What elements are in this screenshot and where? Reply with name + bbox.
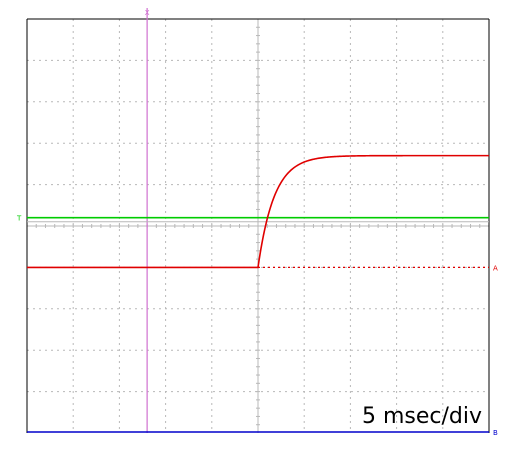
channel-b-label: B <box>493 429 498 437</box>
timebase-label: 5 msec/div <box>362 404 482 429</box>
graticule-grid <box>27 19 489 433</box>
trigger-label: T <box>16 215 22 223</box>
screen-frame <box>26 18 490 433</box>
channel-a-label: A <box>493 264 498 272</box>
channel-a-trace <box>27 154 489 269</box>
marker-lines <box>27 8 489 433</box>
cursor-x-label: X <box>145 9 150 17</box>
